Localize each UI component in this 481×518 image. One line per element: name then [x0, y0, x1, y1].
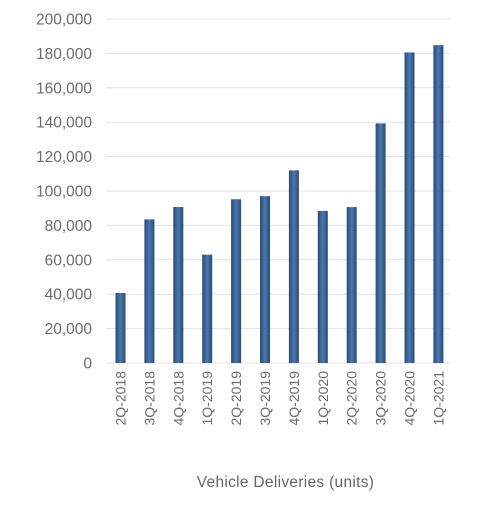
y-tick-label: 0	[83, 356, 92, 373]
x-tick-label: 2Q-2019	[228, 371, 244, 426]
bar-2Q-2019	[231, 199, 242, 363]
bar-2Q-2018	[115, 292, 126, 363]
bar-1Q-2020	[317, 210, 328, 363]
y-tick-label: 120,000	[36, 149, 92, 166]
y-tick-label: 40,000	[45, 287, 93, 304]
y-tick-label: 60,000	[45, 252, 93, 269]
y-tick-label: 140,000	[36, 115, 92, 132]
x-tick-label: 3Q-2019	[257, 371, 273, 426]
y-tick-label: 200,000	[36, 12, 92, 29]
bar-3Q-2019	[260, 196, 270, 363]
y-tick-label: 20,000	[45, 321, 93, 338]
bar-4Q-2020	[404, 52, 415, 363]
y-axis-ticks: 0 20,000 40,000 60,000 80,000 100,000 120,000 1…	[36, 12, 92, 373]
gridlines	[106, 18, 450, 364]
x-tick-label: 3Q-2018	[141, 371, 157, 426]
y-tick-label: 180,000	[36, 46, 92, 63]
bar-1Q-2019	[202, 254, 213, 363]
x-tick-label: 2Q-2018	[113, 371, 129, 426]
bar-3Q-2020	[375, 123, 386, 364]
bar-4Q-2018	[173, 206, 184, 363]
bar-4Q-2019	[288, 170, 299, 363]
x-tick-label: 3Q-2020	[373, 371, 389, 426]
bar-3Q-2018	[144, 219, 155, 363]
x-tick-label: 4Q-2020	[402, 371, 418, 426]
y-tick-label: 160,000	[36, 80, 92, 97]
bars	[115, 45, 444, 364]
x-tick-label: 2Q-2020	[344, 371, 360, 426]
x-tick-label: 4Q-2019	[286, 371, 302, 426]
x-tick-label: 1Q-2020	[315, 371, 331, 426]
x-tick-label: 1Q-2019	[199, 371, 215, 426]
x-tick-label: 1Q-2021	[430, 371, 446, 426]
bar-2Q-2020	[346, 207, 357, 363]
x-tick-label: 4Q-2018	[170, 371, 186, 426]
y-tick-label: 80,000	[45, 218, 93, 235]
x-axis-title: Vehicle Deliveries (units)	[196, 474, 375, 491]
x-axis-ticks: 2Q-2018 3Q-2018 4Q-2018 1Q-2019 2Q-2019 3Q-20…	[113, 371, 447, 426]
bar-1Q-2021	[433, 45, 444, 363]
y-tick-label: 100,000	[36, 184, 92, 201]
